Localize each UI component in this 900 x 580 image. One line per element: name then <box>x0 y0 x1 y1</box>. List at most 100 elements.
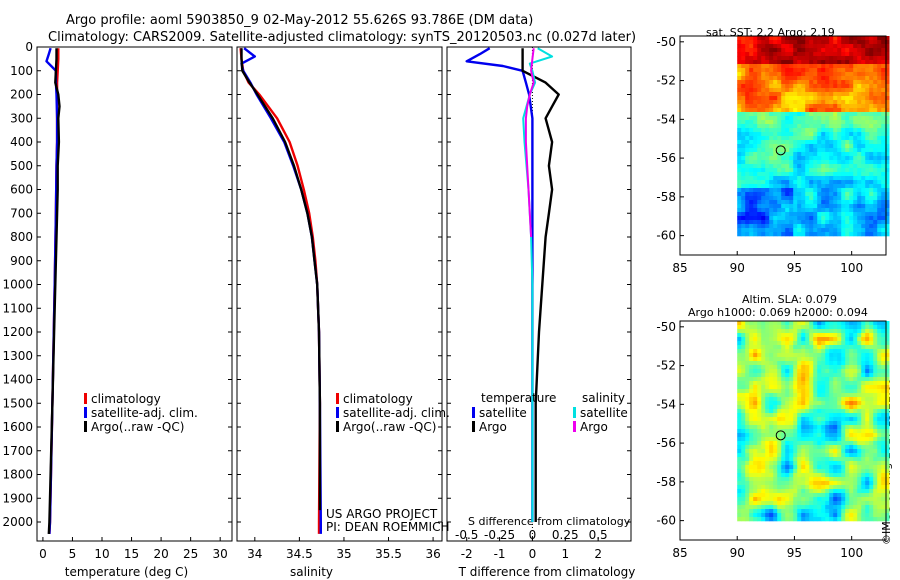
map-cell <box>781 341 786 346</box>
map-cell <box>769 517 774 522</box>
map-cell <box>869 164 874 169</box>
map-cell <box>797 385 802 390</box>
map-cell <box>753 228 758 233</box>
map-cell <box>765 457 770 462</box>
map-cell <box>829 140 834 145</box>
map-cell <box>781 168 786 173</box>
map-cell <box>877 140 882 145</box>
map-cell <box>745 361 750 366</box>
map-cell <box>785 341 790 346</box>
map-cell <box>737 493 742 498</box>
map-cell <box>837 172 842 177</box>
map-cell <box>785 164 790 169</box>
map-cell <box>877 44 882 49</box>
map-cell <box>821 192 826 197</box>
map-cell <box>761 52 766 57</box>
map-cell <box>845 341 850 346</box>
map-cell <box>741 156 746 161</box>
map-cell <box>777 373 782 378</box>
map-cell <box>821 517 826 522</box>
map-cell <box>793 148 798 153</box>
map-cell <box>773 449 778 454</box>
map-cell <box>753 232 758 237</box>
map-cell <box>877 509 882 514</box>
map-cell <box>769 180 774 185</box>
map-cell <box>741 321 746 326</box>
map-cell <box>825 228 830 233</box>
map-cell <box>841 216 846 221</box>
map-cell <box>849 152 854 157</box>
map-cell <box>853 449 858 454</box>
map-cell <box>745 52 750 57</box>
map-cell <box>757 325 762 330</box>
map-cell <box>861 405 866 410</box>
map-cell <box>797 325 802 330</box>
map-cell <box>753 457 758 462</box>
map-cell <box>841 433 846 438</box>
map-cell <box>849 48 854 53</box>
map-cell <box>873 337 878 342</box>
x-axis-label: temperature (deg C) <box>65 565 188 579</box>
map-cell <box>833 397 838 402</box>
map-cell <box>741 52 746 57</box>
map-cell <box>765 477 770 482</box>
map-cell <box>749 329 754 334</box>
map-cell <box>757 120 762 125</box>
map-cell <box>789 184 794 189</box>
map-cell <box>785 60 790 65</box>
map-cell <box>805 409 810 414</box>
map-cell <box>825 56 830 61</box>
map-cell <box>869 329 874 334</box>
map-cell <box>869 357 874 362</box>
map-cell <box>869 204 874 209</box>
map-cell <box>809 216 814 221</box>
map-cell <box>809 417 814 422</box>
map-cell <box>781 445 786 450</box>
map-cell <box>805 92 810 97</box>
map-cell <box>873 321 878 326</box>
map-cell <box>837 421 842 426</box>
map-cell <box>777 156 782 161</box>
map-cell <box>869 96 874 101</box>
map-cell <box>781 228 786 233</box>
map-cell <box>785 200 790 205</box>
map-cell <box>869 489 874 494</box>
map-cell <box>877 168 882 173</box>
map-cell <box>877 341 882 346</box>
map-cell <box>837 140 842 145</box>
map-cell <box>765 325 770 330</box>
map-cell <box>873 156 878 161</box>
map-cell <box>753 224 758 229</box>
map-cell <box>837 160 842 165</box>
map-cell <box>861 501 866 506</box>
map-cell <box>849 445 854 450</box>
map-cell <box>809 56 814 61</box>
y-tick-label: 1900 <box>2 491 33 505</box>
map-cell <box>753 164 758 169</box>
map-cell <box>877 325 882 330</box>
map-cell <box>849 180 854 185</box>
map-cell <box>745 409 750 414</box>
map-cell <box>881 481 886 486</box>
map-cell <box>761 373 766 378</box>
map-cell <box>877 104 882 109</box>
map-cell <box>845 405 850 410</box>
map-cell <box>849 132 854 137</box>
map-cell <box>789 349 794 354</box>
map-cell <box>737 204 742 209</box>
map-cell <box>881 389 886 394</box>
map-cell <box>885 192 890 197</box>
series-line-t-argo <box>521 48 560 522</box>
map-cell <box>741 465 746 470</box>
map-cell <box>769 40 774 45</box>
map-cell <box>853 160 858 165</box>
map-cell <box>849 485 854 490</box>
map-cell <box>793 152 798 157</box>
map-cell <box>837 457 842 462</box>
map-cell <box>809 361 814 366</box>
map-cell <box>801 104 806 109</box>
map-cell <box>825 429 830 434</box>
map-cell <box>781 409 786 414</box>
x-tick-label: 25 <box>183 547 198 561</box>
map-cell <box>797 36 802 41</box>
